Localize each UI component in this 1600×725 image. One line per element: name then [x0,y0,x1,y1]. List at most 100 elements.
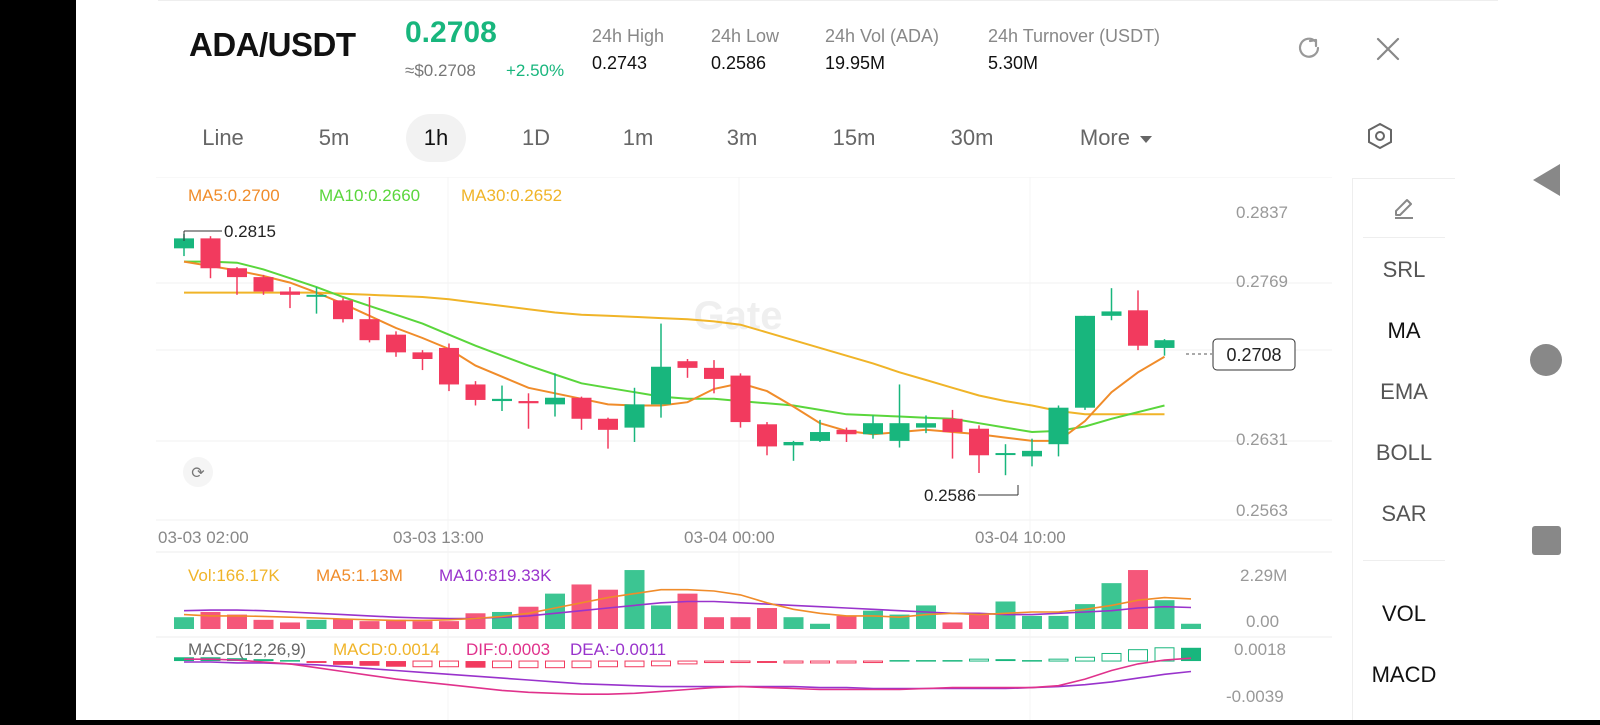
y-tick: 0.2563 [1236,501,1288,520]
last-price: 0.2708 [405,16,497,49]
candle-body [1128,310,1148,346]
panel-divider [1363,560,1445,561]
stat-value: 5.30M [988,53,1039,73]
indicator-macd[interactable]: MACD [1371,662,1437,687]
back-icon[interactable] [1533,164,1560,196]
macd-bar [783,660,804,664]
ma30-line [184,291,1165,416]
macd-bar [889,660,910,662]
candle-body [651,366,671,405]
home-icon[interactable] [1530,344,1562,376]
high-marker: 0.2815 [183,222,276,241]
candlesticks [174,233,1175,476]
stat-value: 19.95M [825,53,886,73]
time-axis: 03-03 02:00 03-03 13:00 03-04 00:00 03-0… [158,528,1066,547]
chart-area[interactable]: Gate MA5:0.2700 MA10:0.2660 MA30:0.2652 … [156,176,1352,720]
stat-24h-vol: 24h Vol (ADA) 19.95M [825,26,939,74]
indicator-ma[interactable]: MA [1387,318,1421,343]
volume-bar [386,619,406,629]
kline-chart[interactable]: Gate MA5:0.2700 MA10:0.2660 MA30:0.2652 … [156,176,1352,720]
macd-bar [1128,649,1148,662]
volume-bar [359,621,380,629]
macd-bar [439,660,459,668]
tab-more[interactable]: More [1061,114,1171,162]
close-icon [1376,37,1400,61]
macd-bar [359,661,380,666]
macd-bar [333,661,353,665]
tab-1d[interactable]: 1D [521,125,551,150]
tab-15m[interactable]: 15m [832,125,876,150]
candle-body [995,453,1016,456]
ma30-legend: MA30:0.2652 [461,186,562,205]
volume-bar [783,617,804,629]
candle-body [598,418,618,430]
volume-bar [492,611,512,629]
macd-bar [1075,656,1095,662]
draw-tool-button[interactable] [1388,191,1420,223]
tab-1m[interactable]: 1m [622,125,654,150]
macd-bar [386,661,406,667]
macd-y-tick: 0.0018 [1234,640,1286,659]
macd-bar [995,659,1016,662]
candle-body [200,238,221,269]
candle-body [227,268,247,278]
candle-body [1022,450,1042,457]
dea-line [184,661,1192,690]
low-label: 0.2586 [924,486,976,505]
macd-bar [651,660,671,667]
x-tick: 03-04 10:00 [975,528,1066,547]
volume-bar [174,617,194,629]
refresh-button[interactable] [1294,33,1326,65]
tab-3m[interactable]: 3m [726,125,758,150]
macd-bar [492,660,512,669]
pair-title: ADA/USDT [189,26,356,63]
recents-icon[interactable] [1532,526,1561,555]
candle-body [571,397,592,419]
y-tick: 0.2769 [1236,272,1288,291]
stat-24h-low: 24h Low 0.2586 [711,26,779,74]
indicator-vol[interactable]: VOL [1381,601,1427,626]
tab-more-label: More [1079,125,1130,150]
indicator-srl[interactable]: SRL [1382,257,1426,282]
chart-settings-button[interactable] [1364,120,1396,152]
system-nav-bar [1498,0,1600,720]
y-tick: 0.2837 [1236,203,1288,222]
macd-bar [412,660,433,668]
candle-body [836,429,857,435]
candle-body [1048,407,1069,445]
macd-bar [704,660,724,664]
drag-handle[interactable]: ⟳ [183,457,213,487]
tab-1h[interactable]: 1h [406,114,466,162]
indicator-ema[interactable]: EMA [1380,379,1428,404]
close-button[interactable] [1372,33,1404,65]
candle-body [174,238,194,249]
volume-bar [624,570,645,629]
indicator-boll[interactable]: BOLL [1375,440,1433,465]
high-label: 0.2815 [224,222,276,241]
macd-bar [1101,652,1122,662]
ma5-line [183,260,1166,442]
usd-price: ≈$0.2708 [405,61,476,80]
tab-line[interactable]: Line [202,125,244,150]
candle-body [1075,315,1095,408]
macd-legend: MACD:0.0014 [333,640,440,659]
volume-bar [598,589,618,629]
indicator-sar[interactable]: SAR [1381,501,1427,526]
volume-bar [545,593,565,629]
macd-title: MACD(12,26,9) [188,640,306,659]
volume-bar [651,605,671,629]
volume-bar [571,584,592,629]
candle-body [359,319,380,341]
dif-line [184,657,1192,695]
candle-body [704,367,724,379]
dea-legend: DEA:-0.0011 [570,640,666,659]
dif-legend: DIF:0.0003 [466,640,550,659]
volume-bar [942,622,963,629]
candle-body [333,300,353,320]
volume-ma-lines [183,588,1192,622]
x-tick: 03-04 00:00 [684,528,775,547]
macd-bar [598,660,618,668]
tab-30m[interactable]: 30m [950,125,994,150]
volume-bar [1154,600,1175,629]
tab-5m[interactable]: 5m [318,125,350,150]
